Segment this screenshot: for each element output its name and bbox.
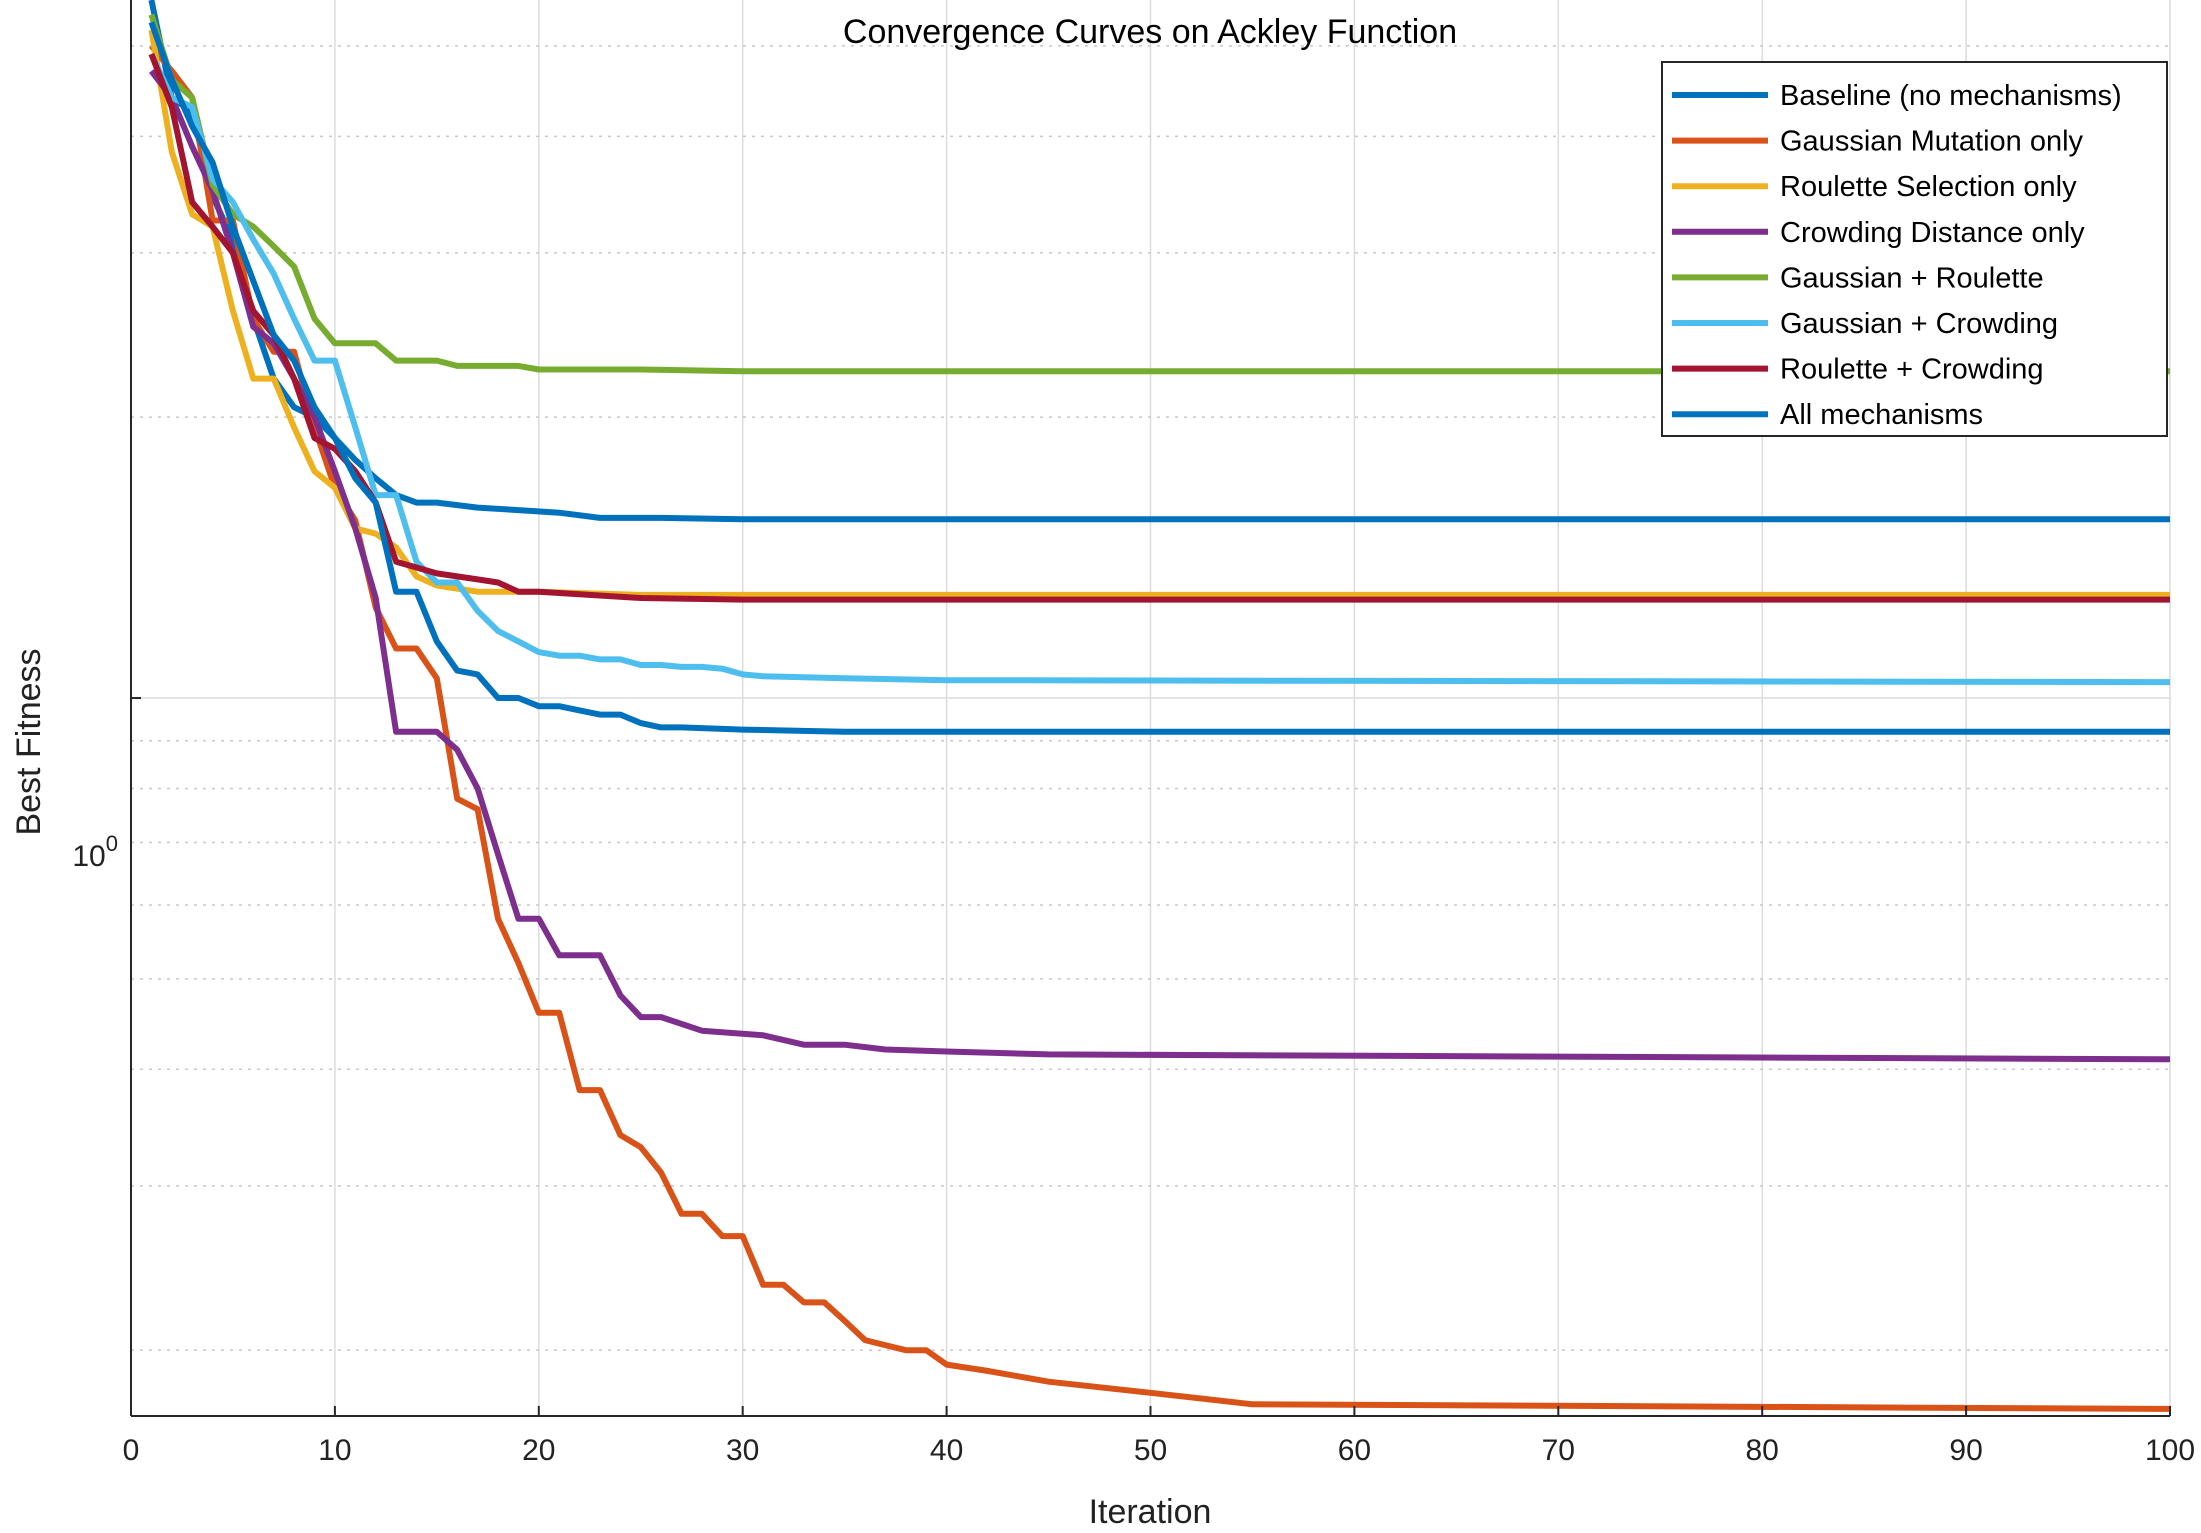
x-tick-label-10: 10: [318, 1434, 351, 1467]
legend-label-3: Roulette Selection only: [1780, 171, 2077, 203]
x-tick-label-70: 70: [1542, 1434, 1575, 1467]
y-tick-exponent: 0: [106, 831, 118, 856]
legend-label-6: Gaussian + Crowding: [1780, 308, 2058, 340]
y-axis-label: Best Fitness: [10, 648, 48, 835]
legend-label-5: Gaussian + Roulette: [1780, 262, 2044, 294]
series-line-4: [149, 69, 2170, 1063]
x-tick-label-90: 90: [1949, 1434, 1982, 1467]
x-tick-label-60: 60: [1338, 1434, 1371, 1467]
x-tick-label-20: 20: [522, 1434, 555, 1467]
legend-label-2: Gaussian Mutation only: [1780, 126, 2084, 158]
legend-label-1: Baseline (no mechanisms): [1780, 80, 2122, 112]
x-tick-labels: 0 10 20 30 40 50 60 70 80 90 100: [123, 1406, 2195, 1467]
x-tick-label-0: 0: [123, 1434, 140, 1467]
plot-area: [148, 0, 2170, 1412]
x-tick-label-80: 80: [1746, 1434, 1779, 1467]
y-tick-label-1: 100: [72, 831, 118, 873]
legend-label-4: Crowding Distance only: [1780, 217, 2085, 249]
x-axis-label: Iteration: [1089, 1493, 1212, 1531]
series-line-8: [148, 21, 2170, 735]
series-line-1: [148, 0, 2170, 523]
legend-label-8: All mechanisms: [1780, 399, 1983, 431]
x-tick-label-30: 30: [726, 1434, 759, 1467]
x-tick-label-50: 50: [1134, 1434, 1167, 1467]
series-line-6: [148, 52, 2170, 686]
legend-box: [1661, 61, 2168, 437]
legend: Baseline (no mechanisms) Gaussian Mutatio…: [1661, 61, 2168, 437]
x-tick-label-40: 40: [930, 1434, 963, 1467]
legend-label-7: Roulette + Crowding: [1780, 354, 2044, 386]
x-tick-label-100: 100: [2145, 1434, 2195, 1467]
chart-title: Convergence Curves on Ackley Function: [843, 13, 1457, 51]
y-tick-labels: 100: [72, 697, 141, 873]
y-tick-base: 10: [72, 840, 105, 873]
